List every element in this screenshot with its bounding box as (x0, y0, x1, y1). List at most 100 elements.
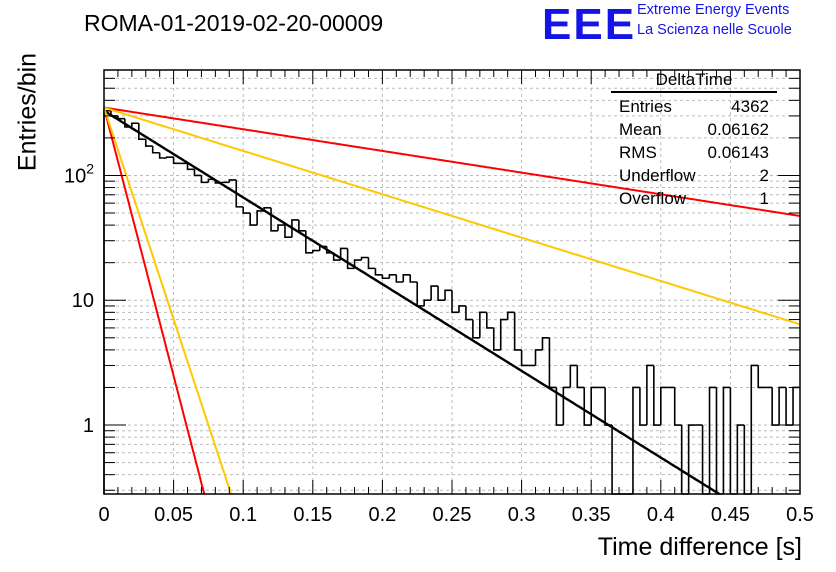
histogram-bin (708, 386, 717, 494)
histogram-bin (472, 319, 480, 339)
histogram-bin (381, 274, 390, 280)
histogram-bin (576, 365, 585, 389)
histogram-bin (611, 425, 620, 495)
histogram-bin (186, 163, 195, 171)
histogram-bin (458, 305, 466, 313)
histogram-bin (103, 109, 111, 494)
histogram-bin (200, 175, 209, 184)
logo-line-1: Extreme Energy Events (637, 2, 790, 18)
stats-label: Mean (619, 120, 662, 139)
histogram-bin (172, 157, 181, 165)
histogram-bin (583, 387, 592, 426)
stats-row: Underflow 2 (611, 164, 777, 187)
histogram-bin (680, 425, 689, 495)
histogram-bin (360, 256, 369, 261)
x-tick-label: 0.35 (572, 504, 611, 526)
histogram-bin (277, 224, 285, 231)
stats-title: DeltaTime (611, 70, 777, 93)
histogram-bin (402, 273, 411, 282)
histogram-bin (395, 274, 404, 283)
x-tick-label: 0.25 (433, 504, 472, 526)
histogram-bin (346, 248, 355, 270)
histogram-bin (639, 387, 647, 426)
histogram-bin (729, 387, 738, 495)
x-tick-label: 0.05 (154, 504, 193, 526)
histogram-bin (235, 179, 244, 208)
histogram-bin (291, 219, 299, 238)
histogram-bin (506, 311, 515, 320)
histogram-bin (388, 273, 397, 279)
histogram-bin (437, 286, 446, 302)
histogram-bin (715, 387, 724, 495)
histogram-bin (771, 387, 780, 426)
x-tick-label: 0.3 (508, 504, 536, 526)
histogram-bin (444, 289, 452, 301)
histogram-bin (374, 268, 383, 276)
stats-label: RMS (619, 143, 657, 162)
histogram-bin (451, 290, 459, 314)
fit-curve-4 (103, 107, 232, 495)
histogram-bin (604, 387, 613, 426)
histogram-bin (486, 312, 494, 329)
histogram-bin (499, 318, 508, 350)
histogram-bin (743, 425, 752, 495)
histogram-bin (409, 274, 418, 283)
histogram-bin (479, 311, 487, 338)
stats-row: Entries 4362 (611, 95, 777, 118)
histogram-bin (778, 386, 787, 426)
histogram-bin (722, 386, 731, 494)
histogram-bin (534, 349, 543, 366)
logo-line-2: La Scienza nelle Scuole (637, 22, 792, 38)
histogram-bin (555, 387, 564, 426)
histogram-bin (792, 386, 800, 426)
histogram-bin (242, 206, 251, 214)
histogram-bin (193, 169, 202, 177)
tick-labels: 0 0.05 0.1 0.15 0.2 0.25 0.3 0.35 0.4 0.45 0.5 1 10 1… (64, 160, 814, 526)
histogram-bin (430, 285, 439, 301)
y-tick-label: 1 (83, 415, 94, 437)
histogram-bin (158, 152, 167, 159)
x-tick-label: 0.45 (711, 504, 750, 526)
histogram-bin (228, 179, 237, 183)
histogram-bin (312, 249, 320, 253)
histogram-bin (548, 337, 557, 389)
histogram-bin (465, 305, 473, 321)
histogram-bin (660, 386, 668, 426)
fit-curve-2 (103, 106, 801, 326)
stats-label: Underflow (619, 166, 696, 185)
histogram-bin (541, 336, 550, 350)
y-tick-label: 102 (64, 160, 94, 187)
fit-curve-0 (103, 109, 720, 496)
histogram-bin (653, 365, 661, 426)
histogram-bin (520, 349, 529, 367)
stats-label: Entries (619, 97, 672, 116)
stats-row: Overflow 1 (611, 187, 777, 210)
histogram-bin (416, 282, 425, 307)
histogram-bin (256, 210, 265, 226)
histogram-bin (138, 123, 146, 141)
histogram-bin (569, 364, 578, 388)
x-tick-label: 0.5 (786, 504, 814, 526)
histogram-bin (513, 312, 522, 351)
histogram-bin (590, 386, 599, 426)
histogram-bin (687, 424, 696, 494)
x-axis-label: Time difference [s] (597, 533, 802, 561)
x-tick-label: 0.2 (368, 504, 396, 526)
y-tick-label: 10 (72, 290, 94, 312)
fit-curve-1 (103, 106, 801, 217)
stats-value: 0.06143 (707, 143, 769, 162)
histogram-bin (492, 327, 501, 351)
fit-curve-3 (103, 107, 206, 495)
histogram-bin (131, 122, 139, 127)
histogram-bin (750, 364, 759, 494)
histogram-bin (151, 146, 160, 154)
stats-value: 0.06162 (707, 120, 769, 139)
stats-row: RMS 0.06143 (611, 141, 777, 164)
histogram-bin (339, 247, 348, 261)
fit-curves (103, 106, 801, 496)
histogram-bin (736, 424, 745, 494)
chart-title: ROMA-01-2019-02-20-00009 (84, 10, 384, 36)
stats-row: Mean 0.06162 (611, 118, 777, 141)
stats-label: Overflow (619, 189, 687, 208)
x-tick-label: 0.1 (229, 504, 257, 526)
